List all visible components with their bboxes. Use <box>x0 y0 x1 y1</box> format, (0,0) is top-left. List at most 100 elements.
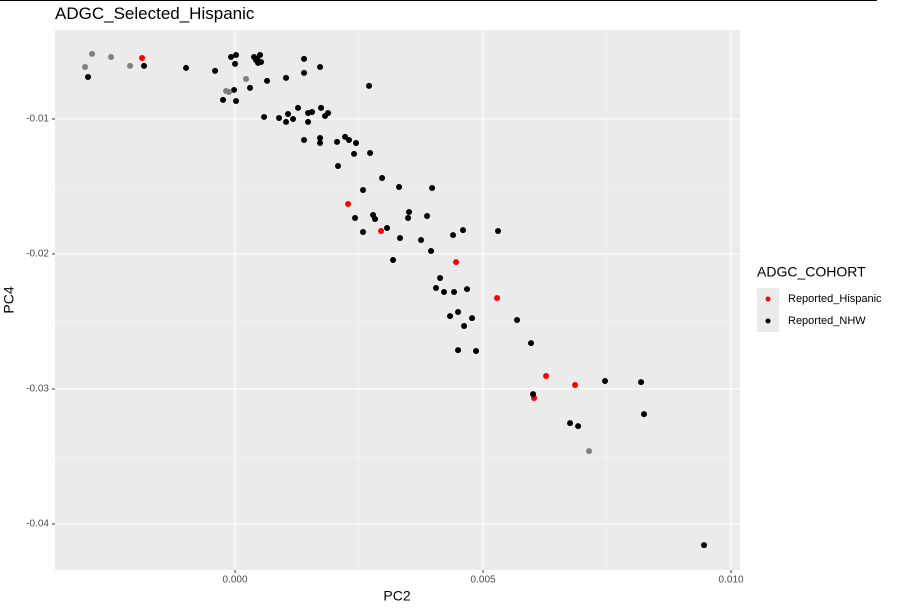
chart-title: ADGC_Selected_Hispanic <box>55 4 255 23</box>
point <box>290 115 297 122</box>
y-tick-label: -0.04 <box>26 519 49 530</box>
point <box>372 216 379 222</box>
point <box>378 228 385 235</box>
point <box>366 82 373 89</box>
point <box>233 51 240 58</box>
point <box>264 77 271 84</box>
point <box>301 55 308 62</box>
legend-marker <box>765 318 771 324</box>
point <box>451 289 458 296</box>
point <box>405 215 412 222</box>
point <box>231 86 238 93</box>
point <box>283 74 290 81</box>
point <box>437 274 444 281</box>
point <box>441 289 448 296</box>
point <box>232 60 239 67</box>
legend-label: Reported_Hispanic <box>788 293 882 305</box>
point <box>586 448 593 455</box>
point <box>220 96 227 103</box>
point <box>334 138 341 145</box>
y-tick-label: -0.03 <box>26 384 49 395</box>
point <box>283 118 290 125</box>
point <box>397 235 404 242</box>
point <box>82 63 89 70</box>
point <box>309 108 316 115</box>
point <box>351 150 358 157</box>
point <box>429 184 436 191</box>
point <box>233 98 240 105</box>
point <box>254 55 261 62</box>
point <box>127 62 134 69</box>
point <box>352 215 359 222</box>
point <box>317 139 324 146</box>
point <box>602 378 609 384</box>
point <box>141 62 148 69</box>
point <box>450 232 457 239</box>
point <box>335 162 342 169</box>
point <box>433 284 440 291</box>
point <box>638 379 645 386</box>
point <box>228 54 235 60</box>
point <box>495 228 502 235</box>
x-tick-label: 0.010 <box>719 575 744 586</box>
legend-label: Reported_NHW <box>788 315 866 327</box>
point <box>453 259 460 266</box>
point <box>530 391 537 398</box>
point <box>243 76 250 83</box>
point <box>390 257 397 264</box>
point <box>575 423 582 430</box>
point <box>572 382 579 389</box>
point <box>469 315 476 322</box>
point <box>345 201 352 208</box>
point <box>701 542 708 549</box>
point <box>295 104 302 111</box>
point <box>261 113 268 120</box>
point <box>108 54 115 60</box>
point <box>212 67 219 74</box>
point <box>247 84 254 91</box>
point <box>318 104 325 111</box>
point <box>424 213 431 220</box>
point <box>428 247 435 254</box>
point <box>85 73 92 80</box>
plot-panel <box>55 30 740 570</box>
legend-title: ADGC_COHORT <box>757 264 866 280</box>
point <box>367 149 374 156</box>
point <box>183 64 190 71</box>
point <box>514 316 521 323</box>
x-tick-label: 0.000 <box>223 575 248 586</box>
point <box>317 63 324 70</box>
point <box>325 110 332 117</box>
point <box>360 228 367 235</box>
point <box>285 110 292 117</box>
point <box>353 139 360 146</box>
point <box>226 88 233 95</box>
x-axis-title: PC2 <box>383 588 410 604</box>
point <box>379 174 386 181</box>
point <box>301 137 308 144</box>
y-tick-label: -0.01 <box>26 114 49 125</box>
point <box>384 225 391 232</box>
point <box>543 373 550 380</box>
legend: Reported_Hispanic Reported_NHW <box>757 288 882 332</box>
point <box>528 340 535 347</box>
point <box>396 184 403 191</box>
points <box>82 50 708 549</box>
point <box>276 115 283 122</box>
point <box>305 118 312 125</box>
point <box>406 208 413 215</box>
point <box>447 313 454 320</box>
point <box>464 286 471 293</box>
point <box>301 69 308 76</box>
point <box>494 294 501 301</box>
point <box>346 137 353 144</box>
point <box>641 411 648 418</box>
y-axis-title: PC4 <box>1 286 17 313</box>
x-tick-label: 0.005 <box>471 575 496 586</box>
point <box>567 420 574 427</box>
point <box>461 323 468 330</box>
y-tick-label: -0.02 <box>26 249 49 260</box>
point <box>455 347 462 354</box>
point <box>360 186 367 193</box>
